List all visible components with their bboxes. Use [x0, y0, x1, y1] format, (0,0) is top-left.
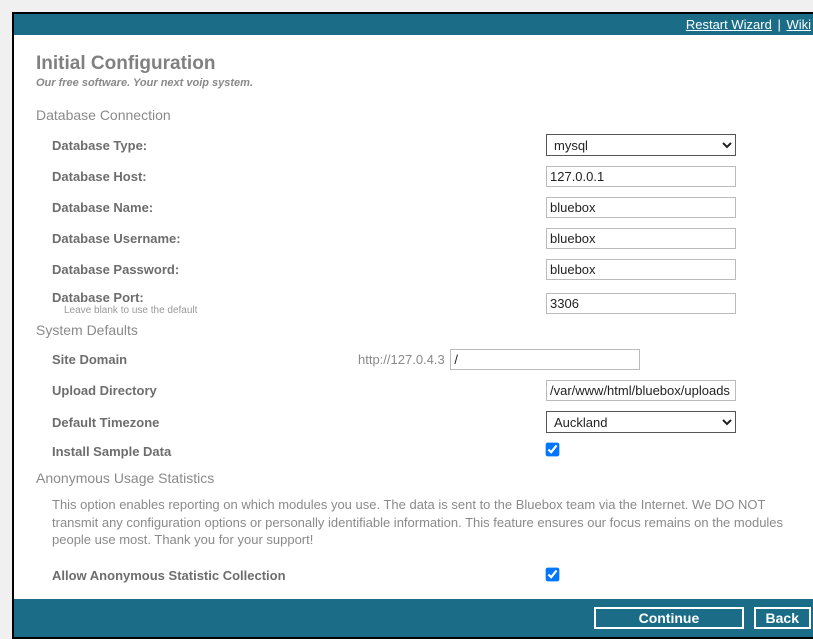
input-upload[interactable] — [546, 380, 736, 401]
anon-description: This option enables reporting on which m… — [36, 492, 801, 563]
restart-wizard-link[interactable]: Restart Wizard — [686, 17, 772, 32]
domain-prefix: http://127.0.4.3 — [358, 352, 445, 367]
section-system: System Defaults — [36, 322, 801, 338]
label-dbhost: Database Host: — [36, 169, 546, 184]
label-dbuser: Database Username: — [36, 231, 546, 246]
row-sample: Install Sample Data — [36, 438, 801, 464]
page-subtitle: Our free software. Your next voip system… — [36, 77, 801, 89]
row-dbport: Database Port: Leave blank to use the de… — [36, 285, 801, 316]
select-tz[interactable]: Auckland — [546, 411, 736, 433]
input-dbpass[interactable] — [546, 259, 736, 280]
label-dbtype: Database Type: — [36, 138, 546, 153]
checkbox-sample[interactable] — [546, 443, 560, 457]
section-anon: Anonymous Usage Statistics — [36, 470, 801, 486]
topbar: Restart Wizard | Wiki — [14, 14, 813, 35]
row-allow: Allow Anonymous Statistic Collection — [36, 563, 801, 589]
label-dbpass: Database Password: — [36, 262, 546, 277]
row-dbname: Database Name: — [36, 192, 801, 223]
topbar-separator: | — [775, 17, 782, 32]
input-dbuser[interactable] — [546, 228, 736, 249]
back-button[interactable]: Back — [754, 607, 811, 629]
continue-button[interactable]: Continue — [594, 607, 744, 629]
section-database: Database Connection — [36, 107, 801, 123]
bottombar: Continue Back — [14, 599, 813, 637]
label-upload: Upload Directory — [36, 383, 546, 398]
row-dbpass: Database Password: — [36, 254, 801, 285]
helper-dbport: Leave blank to use the default — [52, 305, 546, 316]
content-area: Initial Configuration Our free software.… — [14, 35, 813, 599]
label-tz: Default Timezone — [36, 415, 546, 430]
select-dbtype[interactable]: mysql — [546, 134, 736, 156]
checkbox-allow[interactable] — [546, 567, 560, 581]
input-dbport[interactable] — [546, 293, 736, 314]
row-upload: Upload Directory — [36, 375, 801, 406]
input-dbhost[interactable] — [546, 166, 736, 187]
row-dbtype: Database Type: mysql — [36, 129, 801, 161]
label-dbname: Database Name: — [36, 200, 546, 215]
page-title: Initial Configuration — [36, 53, 801, 75]
wizard-frame: Restart Wizard | Wiki Initial Configurat… — [12, 12, 813, 639]
input-dbname[interactable] — [546, 197, 736, 218]
row-tz: Default Timezone Auckland — [36, 406, 801, 438]
wiki-link[interactable]: Wiki — [786, 17, 811, 32]
row-dbhost: Database Host: — [36, 161, 801, 192]
label-allow: Allow Anonymous Statistic Collection — [36, 568, 546, 583]
row-dbuser: Database Username: — [36, 223, 801, 254]
row-domain: Site Domain http://127.0.4.3 — [36, 344, 801, 375]
label-sample: Install Sample Data — [36, 444, 546, 459]
input-domain[interactable] — [450, 349, 640, 370]
label-dbport: Database Port: Leave blank to use the de… — [36, 290, 546, 316]
